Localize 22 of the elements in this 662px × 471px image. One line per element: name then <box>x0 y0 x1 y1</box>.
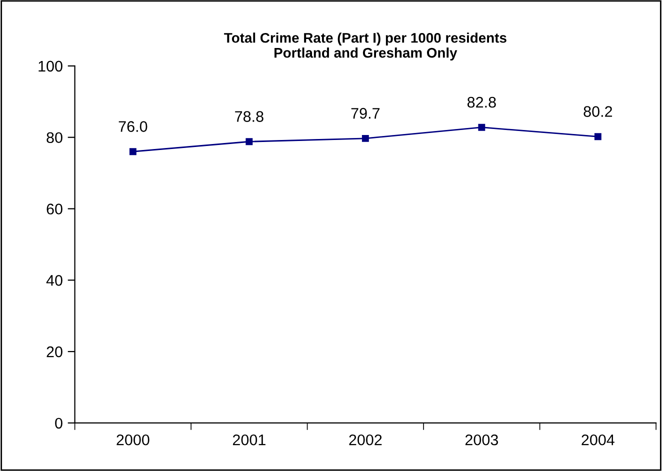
text: 78.8 <box>235 111 264 122</box>
y-tick-label: 20 <box>46 346 62 358</box>
y-tick-label: 40 <box>46 275 62 286</box>
text: 76.0 <box>118 121 148 132</box>
point <box>362 134 369 142</box>
x-tick-label: 2002 <box>349 434 382 446</box>
y-tick-label: 0 <box>55 418 62 429</box>
point <box>478 124 486 131</box>
chart-title: Total Crime Rate (Part I) per 1000 residents Portland and Gresham Only <box>224 32 506 60</box>
y-tick-label: 60 <box>46 204 62 214</box>
y-tick-label: 80 <box>46 132 62 144</box>
text: 80.2 <box>584 106 612 117</box>
x-tick-label: 2000 <box>116 434 150 446</box>
text: 79.7 <box>351 108 380 119</box>
x-tick-label: 2003 <box>465 434 498 446</box>
text: 82.8 <box>467 96 496 108</box>
point <box>129 148 136 156</box>
x-tick-label: 2001 <box>232 434 266 446</box>
y-tick-label: 100 <box>38 60 62 72</box>
x-tick-label: 2004 <box>582 434 614 446</box>
point <box>594 133 602 140</box>
point <box>246 138 253 146</box>
